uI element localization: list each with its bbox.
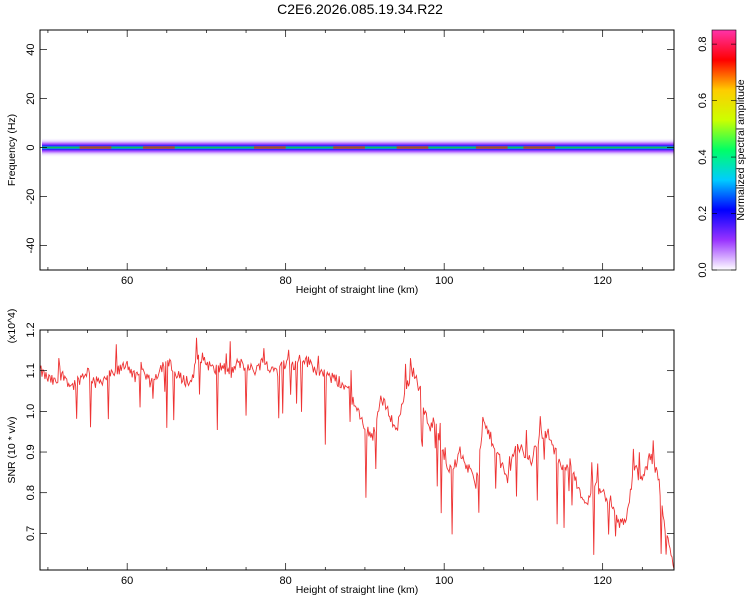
spectrogram-panel: 60 80 100 120 40 20 0 -20 -40 Height of straigh… bbox=[6, 29, 675, 296]
snr-y-tick-label: 1.1 bbox=[25, 363, 37, 378]
spectrogram-x-tick-labels: 60 80 100 120 bbox=[121, 275, 612, 287]
colorbar: 0.0 0.2 0.4 0.6 0.8 Normalized spectral ampl… bbox=[697, 29, 747, 278]
spectrogram-y-axis-title: Frequency (Hz) bbox=[6, 114, 18, 186]
spectrogram-x-tick-label: 100 bbox=[435, 275, 453, 287]
snr-frame bbox=[39, 329, 675, 571]
spectrogram-frame bbox=[39, 29, 675, 271]
snr-y-multiplier: (x10^4) bbox=[6, 309, 18, 344]
colorbar-tick-label: 0.0 bbox=[697, 262, 709, 277]
snr-y-tick-label: 1.2 bbox=[25, 322, 37, 337]
colorbar-tick-label: 0.6 bbox=[697, 93, 709, 108]
spectrogram-x-tick-label: 60 bbox=[121, 275, 133, 287]
colorbar-gradient bbox=[711, 29, 737, 271]
spectrogram-y-tick-label: -40 bbox=[25, 238, 37, 254]
colorbar-tick-label: 0.8 bbox=[697, 36, 709, 51]
spectrogram-y-tick-label: -20 bbox=[25, 189, 37, 205]
colorbar-tick-label: 0.4 bbox=[697, 149, 709, 164]
spectrogram-y-tick-label: 20 bbox=[25, 92, 37, 104]
snr-y-tick-label: 1.0 bbox=[25, 404, 37, 419]
figure-title: C2E6.2026.085.19.34.R22 bbox=[277, 1, 443, 17]
spectrogram-x-tick-label: 80 bbox=[280, 275, 292, 287]
snr-x-tick-label: 100 bbox=[435, 575, 453, 587]
snr-x-tick-label: 80 bbox=[280, 575, 292, 587]
spectrogram-x-axis-title: Height of straight line (km) bbox=[296, 284, 419, 296]
snr-panel: 60 80 100 120 0.7 0.8 0.9 1.0 1.1 1.2 Height of … bbox=[6, 309, 675, 596]
spectrogram-y-tick-label: 40 bbox=[25, 43, 37, 55]
snr-plot-area bbox=[40, 330, 674, 570]
colorbar-ticks: 0.0 0.2 0.4 0.6 0.8 bbox=[697, 36, 736, 278]
snr-y-tick-label: 0.9 bbox=[25, 444, 37, 459]
snr-series-line bbox=[39, 337, 675, 570]
spectral-band bbox=[40, 137, 674, 158]
spectrogram-y-tick-labels: 40 20 0 -20 -40 bbox=[25, 43, 37, 253]
snr-y-axis-title: SNR (10 * v/v) bbox=[6, 416, 18, 483]
snr-x-tick-label: 60 bbox=[121, 575, 133, 587]
colorbar-label: Normalized spectral amplitude bbox=[735, 79, 747, 220]
spectrogram-y-tick-label: 0 bbox=[25, 144, 37, 150]
snr-y-tick-labels: 0.7 0.8 0.9 1.0 1.1 1.2 bbox=[25, 322, 37, 541]
colorbar-tick-label: 0.2 bbox=[697, 206, 709, 221]
snr-y-tick-label: 0.8 bbox=[25, 485, 37, 500]
snr-x-tick-label: 120 bbox=[593, 575, 611, 587]
snr-x-axis-title: Height of straight line (km) bbox=[296, 584, 419, 596]
snr-x-tick-labels: 60 80 100 120 bbox=[121, 575, 612, 587]
snr-y-tick-label: 0.7 bbox=[25, 526, 37, 541]
spectrogram-x-tick-label: 120 bbox=[593, 275, 611, 287]
